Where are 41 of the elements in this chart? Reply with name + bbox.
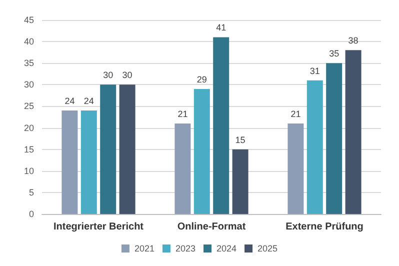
data-label: 41 xyxy=(216,22,226,33)
data-label: 21 xyxy=(290,108,301,119)
x-tick-label: Online-Format xyxy=(177,222,246,232)
y-tick-label: 15 xyxy=(24,144,34,154)
data-label: 30 xyxy=(122,70,132,80)
y-tick-label: 35 xyxy=(24,58,34,68)
data-label: 30 xyxy=(103,70,114,80)
bar xyxy=(345,50,362,214)
legend-label: 2025 xyxy=(258,244,278,254)
y-tick-label: 30 xyxy=(24,80,34,90)
data-label: 31 xyxy=(310,66,320,76)
bar xyxy=(174,123,191,214)
bar xyxy=(100,84,116,214)
data-label: 35 xyxy=(329,48,340,59)
y-tick-label: 25 xyxy=(24,101,34,112)
data-label: 38 xyxy=(348,36,358,46)
y-tick-label: 45 xyxy=(24,15,34,25)
y-tick-label: 5 xyxy=(28,187,34,198)
bar xyxy=(306,80,323,214)
bar xyxy=(213,37,230,214)
y-tick-label: 10 xyxy=(24,166,34,176)
bar xyxy=(119,84,136,214)
legend-label: 2024 xyxy=(216,244,237,254)
y-tick-label: 0 xyxy=(28,209,34,219)
x-tick-label: Integrierter Bericht xyxy=(53,222,144,232)
data-label: 29 xyxy=(196,74,207,84)
y-tick-label: 20 xyxy=(24,122,34,133)
data-label: 24 xyxy=(84,96,94,106)
bar xyxy=(288,123,304,214)
bar xyxy=(80,110,97,214)
data-label: 21 xyxy=(178,108,188,119)
bar xyxy=(232,149,248,214)
y-tick-label: 40 xyxy=(24,36,34,47)
bar xyxy=(62,110,78,214)
x-tick-label: Externe Prüfung xyxy=(286,222,364,232)
legend-label: 2021 xyxy=(134,244,154,254)
legend-label: 2023 xyxy=(175,244,196,254)
bar xyxy=(194,88,210,214)
data-label: 15 xyxy=(235,134,246,145)
bar xyxy=(326,63,342,214)
data-label: 24 xyxy=(64,96,75,106)
